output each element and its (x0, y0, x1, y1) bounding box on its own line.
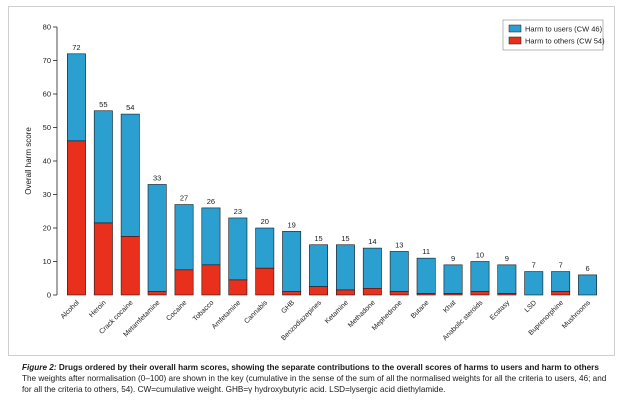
bar-total-label: 27 (180, 194, 188, 203)
category-label: Heroin (88, 299, 108, 319)
bar-harm-to-others (120, 236, 140, 296)
bar-harm-to-users (470, 261, 490, 292)
category-label: GHB (280, 299, 296, 315)
caption-body: The weights after normalisation (0–100) … (22, 374, 607, 394)
bar-total-label: 7 (559, 261, 563, 270)
bar-harm-to-others (362, 287, 382, 296)
bar-harm-to-others (67, 140, 86, 296)
y-tick-label: 50 (43, 123, 51, 132)
chart-frame: 0 10 20 30 40 50 60 70 80 Overall harm score 72 Al… (8, 6, 615, 356)
y-tick-label: 80 (43, 23, 51, 32)
bar-harm-to-users (201, 207, 221, 266)
legend-label: Harm to others (CW 54) (525, 37, 605, 46)
bar-harm-to-others (470, 291, 490, 296)
axes: 0 10 20 30 40 50 60 70 80 Overall harm score (24, 23, 58, 300)
y-tick-label: 30 (43, 190, 51, 199)
figure-label: Figure 2: (22, 363, 57, 372)
category-label: Khat (442, 299, 457, 314)
bar-harm-to-users (416, 257, 436, 294)
bar-harm-to-users (362, 247, 382, 289)
bar-total-label: 55 (99, 100, 107, 109)
bar-total-label: 19 (287, 220, 295, 229)
caption-title: Figure 2: Drugs ordered by their overall… (22, 362, 612, 373)
bar-total-label: 23 (234, 207, 242, 216)
chart: 0 10 20 30 40 50 60 70 80 Overall harm score 72 Al… (24, 19, 605, 342)
bar-total-label: 11 (422, 247, 430, 256)
caption-title-text: Drugs ordered by their overall harm scor… (58, 363, 599, 372)
category-label: Tobacco (192, 299, 215, 322)
bar-harm-to-users (309, 244, 328, 287)
y-tick-label: 20 (43, 224, 51, 233)
bar-total-label: 54 (126, 103, 134, 112)
category-label: Cocaine (165, 299, 188, 322)
bar-harm-to-others (443, 293, 463, 296)
legend-swatch (508, 24, 522, 33)
bar-total-label: 10 (476, 251, 484, 260)
bar-total-label: 14 (368, 237, 376, 246)
bar-total-label: 33 (153, 173, 161, 182)
bar-harm-to-others (228, 279, 248, 296)
bar-harm-to-users (336, 244, 355, 291)
y-tick-label: 60 (43, 90, 51, 99)
bar-harm-to-others (336, 289, 355, 296)
bar-total-label: 9 (505, 254, 509, 263)
bar-total-label: 20 (261, 217, 269, 226)
y-tick-label: 40 (43, 157, 51, 166)
bar-harm-to-users (174, 204, 194, 271)
bar-total-label: 72 (72, 43, 80, 52)
bar-total-label: 15 (314, 234, 322, 243)
bar-total-label: 7 (532, 261, 536, 270)
bar-harm-to-users (255, 227, 275, 269)
bar-harm-to-users (93, 110, 113, 224)
bar-harm-to-others (93, 222, 113, 296)
bar-harm-to-others (416, 293, 436, 296)
bar-harm-to-users (443, 264, 463, 294)
category-label: Ketamine (324, 299, 350, 325)
bar-harm-to-others (174, 269, 194, 296)
legend-label: Harm to users (CW 46) (525, 25, 603, 34)
category-label: Mushrooms (561, 299, 592, 330)
bar-harm-to-users (67, 53, 86, 142)
bar-harm-to-users (551, 271, 571, 292)
bar-harm-to-users (524, 271, 544, 296)
bar-harm-to-users (497, 264, 517, 294)
category-label: Cannabis (243, 299, 269, 325)
y-tick-label: 10 (43, 257, 51, 266)
bar-harm-to-users (389, 251, 409, 292)
category-label: Butane (410, 299, 431, 320)
bar-harm-to-others (389, 291, 409, 296)
category-label: Alcohol (60, 299, 81, 320)
bar-total-label: 9 (451, 254, 455, 263)
bar-harm-to-users (120, 113, 140, 237)
bar-harm-to-others (201, 264, 221, 296)
category-label: LSD (524, 299, 539, 314)
bar-harm-to-users (578, 274, 597, 296)
legend-swatch (508, 36, 522, 45)
figure-caption: Figure 2: Drugs ordered by their overall… (22, 362, 612, 395)
bar-total-label: 6 (585, 264, 589, 273)
category-label: Amfetamine (211, 299, 242, 330)
bar-total-label: 26 (207, 197, 215, 206)
bars (67, 53, 597, 296)
y-tick-label: 70 (43, 56, 51, 65)
y-axis-label: Overall harm score (24, 127, 33, 195)
legend: Harm to users (CW 46) Harm to others (CW … (502, 19, 605, 51)
category-label: Ecstasy (489, 299, 512, 322)
bar-harm-to-others (551, 291, 571, 296)
bar-harm-to-users (282, 231, 302, 292)
bar-harm-to-others (147, 291, 167, 296)
y-tick-label: 0 (47, 291, 51, 300)
bar-harm-to-users (147, 184, 167, 292)
bar-total-label: 15 (341, 234, 349, 243)
bar-harm-to-others (309, 286, 328, 296)
bar-harm-to-others (497, 293, 517, 296)
bar-harm-to-others (282, 291, 302, 296)
bar-harm-to-users (228, 217, 248, 281)
bar-harm-to-others (255, 267, 275, 296)
bar-total-label: 13 (395, 240, 403, 249)
